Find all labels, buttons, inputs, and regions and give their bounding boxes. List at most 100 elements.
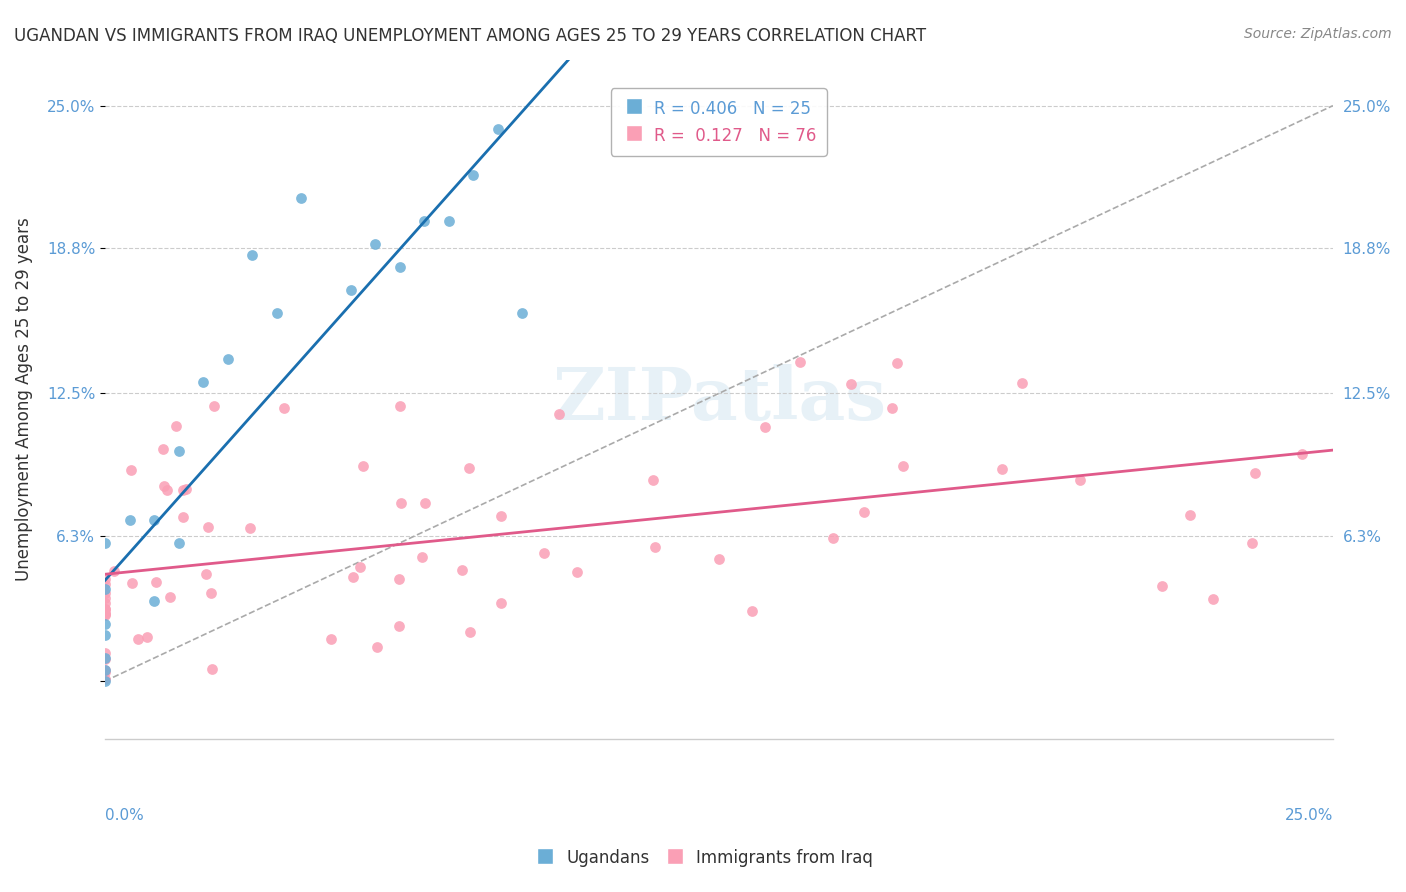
Point	[388, 572, 411, 586]
Point	[156, 483, 179, 497]
Point	[94, 651, 117, 665]
Point	[193, 375, 215, 389]
Point	[1291, 446, 1313, 460]
Point	[491, 597, 513, 611]
Point	[891, 458, 914, 473]
Point	[413, 213, 436, 227]
Point	[266, 306, 288, 320]
Point	[413, 496, 436, 510]
Point	[94, 672, 117, 686]
Point	[886, 356, 908, 370]
Point	[143, 513, 166, 527]
Point	[118, 513, 141, 527]
Point	[364, 236, 387, 251]
Point	[641, 473, 664, 487]
Point	[486, 121, 509, 136]
Point	[94, 646, 117, 660]
Point	[136, 630, 159, 644]
Point	[94, 582, 117, 596]
Point	[159, 590, 181, 604]
Point	[167, 444, 190, 458]
Point	[533, 545, 555, 559]
Point	[489, 508, 512, 523]
Point	[143, 593, 166, 607]
Point	[1201, 592, 1223, 607]
Point	[127, 632, 149, 646]
Point	[290, 191, 312, 205]
Point	[94, 606, 117, 620]
Point	[172, 483, 194, 497]
Point	[644, 540, 666, 554]
Point	[273, 401, 295, 416]
Point	[197, 520, 219, 534]
Point	[852, 505, 875, 519]
Point	[94, 607, 117, 621]
Point	[238, 521, 260, 535]
Point	[1011, 376, 1033, 390]
Point	[94, 602, 117, 616]
Point	[882, 401, 904, 415]
Point	[451, 563, 474, 577]
Legend: Ugandans, Immigrants from Iraq: Ugandans, Immigrants from Iraq	[526, 841, 880, 875]
Point	[349, 560, 371, 574]
Text: UGANDAN VS IMMIGRANTS FROM IRAQ UNEMPLOYMENT AMONG AGES 25 TO 29 YEARS CORRELATI: UGANDAN VS IMMIGRANTS FROM IRAQ UNEMPLOY…	[14, 27, 927, 45]
Text: Source: ZipAtlas.com: Source: ZipAtlas.com	[1244, 27, 1392, 41]
Point	[202, 399, 225, 413]
Point	[94, 651, 117, 665]
Point	[94, 602, 117, 616]
Point	[94, 586, 117, 600]
Point	[194, 566, 217, 581]
Point	[437, 213, 460, 227]
Point	[839, 376, 862, 391]
Point	[352, 459, 374, 474]
Text: ZIPatlas: ZIPatlas	[553, 364, 886, 434]
Text: 25.0%: 25.0%	[1285, 807, 1333, 822]
Point	[411, 550, 433, 565]
Point	[1069, 474, 1091, 488]
Point	[754, 420, 776, 434]
Point	[463, 168, 485, 182]
Legend: R = 0.406   N = 25, R =  0.127   N = 76: R = 0.406 N = 25, R = 0.127 N = 76	[612, 88, 827, 155]
Point	[240, 248, 263, 262]
Point	[94, 536, 117, 550]
Point	[152, 479, 174, 493]
Point	[342, 570, 364, 584]
Point	[94, 628, 117, 642]
Point	[200, 586, 222, 600]
Point	[339, 283, 361, 297]
Point	[389, 399, 412, 413]
Point	[741, 604, 763, 618]
Point	[201, 662, 224, 676]
Point	[120, 463, 142, 477]
Point	[319, 632, 342, 646]
Point	[823, 531, 845, 545]
Point	[991, 462, 1014, 476]
Point	[458, 461, 481, 475]
Point	[94, 663, 117, 677]
Point	[94, 572, 117, 586]
Point	[1240, 536, 1263, 550]
Point	[94, 616, 117, 631]
Point	[94, 596, 117, 610]
Point	[145, 575, 167, 590]
Point	[565, 565, 588, 579]
Point	[94, 674, 117, 689]
Point	[1150, 579, 1173, 593]
Point	[460, 625, 482, 640]
Text: 0.0%: 0.0%	[105, 807, 143, 822]
Point	[388, 619, 411, 633]
Point	[103, 564, 125, 578]
Point	[172, 510, 194, 524]
Point	[217, 351, 239, 366]
Point	[94, 665, 117, 679]
Point	[167, 536, 190, 550]
Point	[391, 496, 413, 510]
Point	[94, 591, 117, 605]
Y-axis label: Unemployment Among Ages 25 to 29 years: Unemployment Among Ages 25 to 29 years	[15, 218, 32, 581]
Point	[1178, 508, 1201, 523]
Point	[388, 260, 411, 274]
Point	[548, 407, 571, 421]
Point	[512, 306, 534, 320]
Point	[707, 552, 730, 566]
Point	[165, 418, 187, 433]
